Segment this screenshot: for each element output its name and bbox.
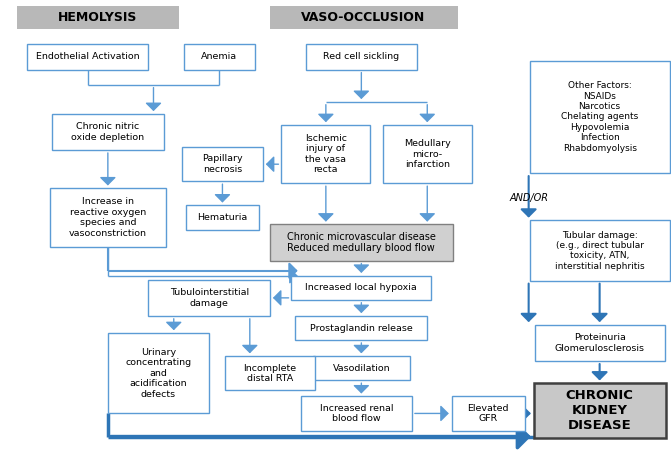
FancyBboxPatch shape [534, 383, 665, 437]
FancyBboxPatch shape [17, 6, 179, 28]
Text: Elevated
GFR: Elevated GFR [467, 404, 509, 423]
FancyBboxPatch shape [149, 280, 270, 316]
FancyBboxPatch shape [27, 44, 149, 70]
Text: HEMOLYSIS: HEMOLYSIS [58, 11, 137, 24]
Text: Proteinuria
Glomerulosclerosis: Proteinuria Glomerulosclerosis [554, 333, 644, 353]
Text: Vasodilation: Vasodilation [333, 364, 390, 373]
Text: Papillary
necrosis: Papillary necrosis [202, 154, 243, 174]
Text: Hematuria: Hematuria [198, 213, 247, 222]
FancyBboxPatch shape [50, 188, 166, 247]
FancyBboxPatch shape [184, 44, 255, 70]
FancyBboxPatch shape [182, 147, 263, 181]
FancyBboxPatch shape [226, 356, 314, 390]
Text: Tubular damage:
(e.g., direct tubular
toxicity, ATN,
interstitial nephritis: Tubular damage: (e.g., direct tubular to… [555, 230, 644, 271]
Text: Ischemic
injury of
the vasa
recta: Ischemic injury of the vasa recta [305, 134, 347, 174]
FancyBboxPatch shape [52, 114, 163, 150]
FancyBboxPatch shape [535, 325, 665, 361]
FancyBboxPatch shape [108, 333, 209, 414]
FancyBboxPatch shape [270, 6, 458, 28]
Text: Medullary
micro-
infarction: Medullary micro- infarction [404, 139, 451, 169]
Text: Tubulointerstitial
damage: Tubulointerstitial damage [170, 288, 249, 307]
Text: Chronic nitric
oxide depletion: Chronic nitric oxide depletion [71, 122, 144, 142]
FancyBboxPatch shape [382, 125, 472, 183]
FancyBboxPatch shape [292, 276, 431, 300]
Text: Incomplete
distal RTA: Incomplete distal RTA [243, 364, 296, 383]
Text: CHRONIC
KIDNEY
DISEASE: CHRONIC KIDNEY DISEASE [566, 389, 634, 432]
FancyBboxPatch shape [452, 396, 525, 431]
Text: Increase in
reactive oxygen
species and
vasoconstriction: Increase in reactive oxygen species and … [69, 198, 147, 238]
Text: VASO-OCCLUSION: VASO-OCCLUSION [301, 11, 425, 24]
Text: Increased local hypoxia: Increased local hypoxia [306, 284, 417, 292]
Text: Increased renal
blood flow: Increased renal blood flow [319, 404, 393, 423]
FancyBboxPatch shape [270, 225, 453, 261]
Text: Prostaglandin release: Prostaglandin release [310, 324, 413, 333]
FancyBboxPatch shape [300, 396, 412, 431]
FancyBboxPatch shape [296, 316, 427, 340]
Text: Other Factors:
NSAIDs
Narcotics
Chelating agents
Hypovolemia
Infection
Rhabdomyo: Other Factors: NSAIDs Narcotics Chelatin… [561, 81, 638, 153]
FancyBboxPatch shape [530, 61, 669, 173]
Text: Endothelial Activation: Endothelial Activation [36, 52, 139, 61]
FancyBboxPatch shape [306, 44, 417, 70]
FancyBboxPatch shape [186, 205, 259, 230]
FancyBboxPatch shape [282, 125, 370, 183]
Text: Anemia: Anemia [202, 52, 237, 61]
FancyBboxPatch shape [530, 220, 669, 281]
Text: Red cell sickling: Red cell sickling [323, 52, 399, 61]
FancyBboxPatch shape [313, 356, 409, 380]
Text: Urinary
concentrating
and
acidification
defects: Urinary concentrating and acidification … [126, 348, 192, 399]
Text: AND/OR: AND/OR [509, 194, 548, 203]
Text: Chronic microvascular disease
Reduced medullary blood flow: Chronic microvascular disease Reduced me… [287, 232, 435, 253]
